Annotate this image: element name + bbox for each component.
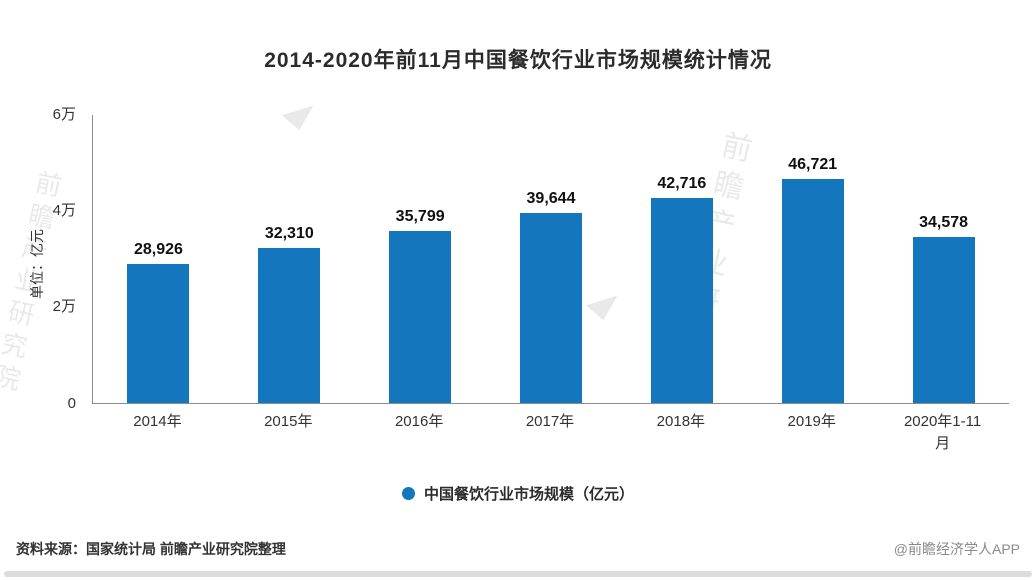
legend: 中国餐饮行业市场规模（亿元）: [0, 483, 1036, 504]
y-tick-label: 4万: [52, 202, 76, 219]
y-tick-label: 2万: [52, 298, 76, 315]
bar: [912, 237, 975, 403]
plot-area: 28,926 32,310 35,799 39,644 42,716 46,721 34,5…: [92, 115, 1009, 404]
x-tick-label: 2020年1-11月: [903, 413, 982, 452]
x-tick-label: 2017年: [525, 413, 575, 430]
chart-title: 2014-2020年前11月中国餐饮行业市场规模统计情况: [264, 49, 772, 72]
x-tick-label: 2016年: [394, 413, 444, 430]
bar-value-label: 34,578: [919, 214, 969, 232]
bar-value-label: 39,644: [526, 189, 576, 207]
bar-group: 32,310: [224, 115, 355, 403]
bar-value-label: 32,310: [264, 224, 314, 242]
bar: [520, 212, 582, 403]
credit-text: @前瞻经济学人APP: [893, 541, 1020, 557]
x-tick-label: 2018年: [656, 413, 706, 430]
bar-group: 35,799: [355, 115, 486, 403]
x-tick-label: 2019年: [787, 413, 836, 430]
bar-value-label: 42,716: [657, 174, 707, 192]
x-axis: 2014年 2015年 2016年 2017年 2018年 2019年 2020年1-11月: [92, 411, 1008, 455]
legend-dot: [401, 487, 415, 500]
bar: [389, 231, 452, 403]
legend-label: 中国餐饮行业市场规模（亿元）: [423, 486, 634, 503]
bar-group: 34,578: [878, 115, 1009, 403]
bar: [650, 197, 713, 403]
source-text: 资料来源：国家统计局 前瞻产业研究院整理: [16, 541, 286, 557]
bar-value-label: 35,799: [395, 208, 445, 226]
y-tick-label: 6万: [52, 106, 76, 123]
bar-group: 46,721: [747, 115, 878, 403]
bar: [781, 178, 844, 403]
bar-group: 39,644: [486, 115, 617, 403]
bottom-strip: [4, 571, 1032, 577]
bar: [258, 247, 321, 403]
x-tick-label: 2014年: [133, 413, 182, 430]
bar-series: 28,926 32,310 35,799 39,644 42,716 46,721 34,5…: [93, 115, 1009, 403]
bar-group: 28,926: [93, 115, 224, 403]
x-tick-label: 2015年: [264, 413, 313, 430]
bar-value-label: 46,721: [788, 155, 838, 173]
bar: [127, 264, 190, 403]
y-tick-label: 0: [67, 395, 76, 412]
y-axis: 0 2万 4万 6万: [0, 106, 86, 412]
bar-group: 42,716: [616, 115, 747, 403]
bar-value-label: 28,926: [133, 241, 183, 259]
